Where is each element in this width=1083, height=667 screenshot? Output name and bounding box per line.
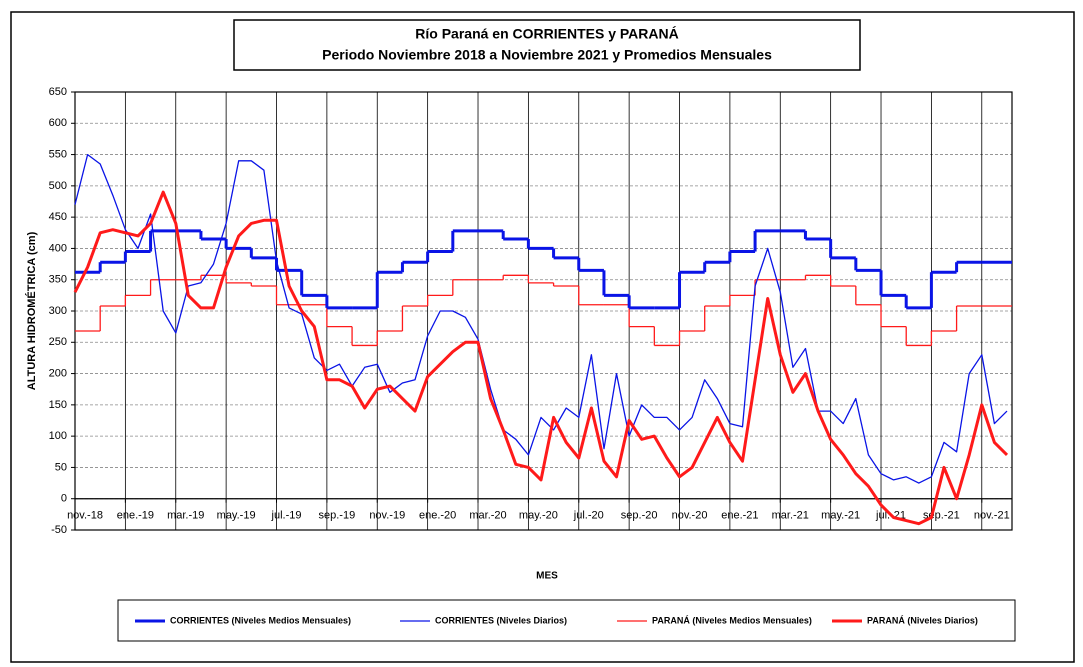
x-tick-label: ene.-19 — [117, 510, 154, 522]
y-tick-label: -50 — [51, 524, 67, 536]
y-tick-label: 550 — [49, 148, 67, 160]
series-layer — [73, 153, 1012, 526]
x-tick-label: may.-21 — [821, 510, 860, 522]
y-tick-label: 50 — [55, 461, 67, 473]
legend-label: PARANÁ (Niveles Medios Mensuales) — [652, 615, 812, 625]
x-tick-label: nov.-20 — [672, 510, 708, 522]
y-tick-label: 600 — [49, 117, 67, 129]
legend-box — [117, 599, 1016, 642]
series-line — [74, 153, 1008, 484]
y-tick-label: 500 — [49, 180, 67, 192]
x-tick-label: sep.-20 — [621, 510, 658, 522]
x-tick-label: jul.-20 — [573, 510, 604, 522]
chart-title: Río Paraná en CORRIENTES y PARANÁ — [415, 26, 678, 42]
x-tick-label: mar.-19 — [167, 510, 204, 522]
y-tick-label: 100 — [49, 430, 67, 442]
y-axis-label: ALTURA HIDROMÉTRICA (cm) — [25, 231, 38, 390]
x-tick-label: nov.-19 — [369, 510, 405, 522]
x-tick-label: mar.-20 — [469, 510, 506, 522]
x-tick-label: may.-20 — [519, 510, 558, 522]
plot-border — [74, 91, 1013, 531]
title-box — [233, 19, 861, 71]
x-tick-label: sep.-19 — [319, 510, 356, 522]
x-tick-label: ene.-20 — [419, 510, 456, 522]
y-tick-label: 650 — [49, 86, 67, 98]
y-tick-label: 350 — [49, 274, 67, 286]
x-tick-label: jul.-19 — [271, 510, 302, 522]
y-tick-label: 0 — [61, 493, 67, 505]
x-tick-label: may.-19 — [217, 510, 256, 522]
y-tick-label: 200 — [49, 367, 67, 379]
y-tick-label: 400 — [49, 242, 67, 254]
y-tick-label: 250 — [49, 336, 67, 348]
x-tick-label: ene.-21 — [721, 510, 758, 522]
y-tick-label: 300 — [49, 305, 67, 317]
x-axis-label: MES — [536, 571, 558, 582]
series-line — [73, 190, 1009, 526]
x-tick-label: nov.-21 — [974, 510, 1010, 522]
legend-label: CORRIENTES (Niveles Diarios) — [435, 615, 567, 625]
y-tick-label: 150 — [49, 399, 67, 411]
chart-subtitle: Periodo Noviembre 2018 a Noviembre 2021 … — [322, 47, 772, 63]
y-tick-label: 450 — [49, 211, 67, 223]
legend-label: CORRIENTES (Niveles Medios Mensuales) — [170, 615, 351, 625]
x-tick-label: nov.-18 — [67, 510, 103, 522]
legend-label: PARANÁ (Niveles Diarios) — [867, 615, 978, 625]
x-tick-label: mar.-21 — [772, 510, 809, 522]
